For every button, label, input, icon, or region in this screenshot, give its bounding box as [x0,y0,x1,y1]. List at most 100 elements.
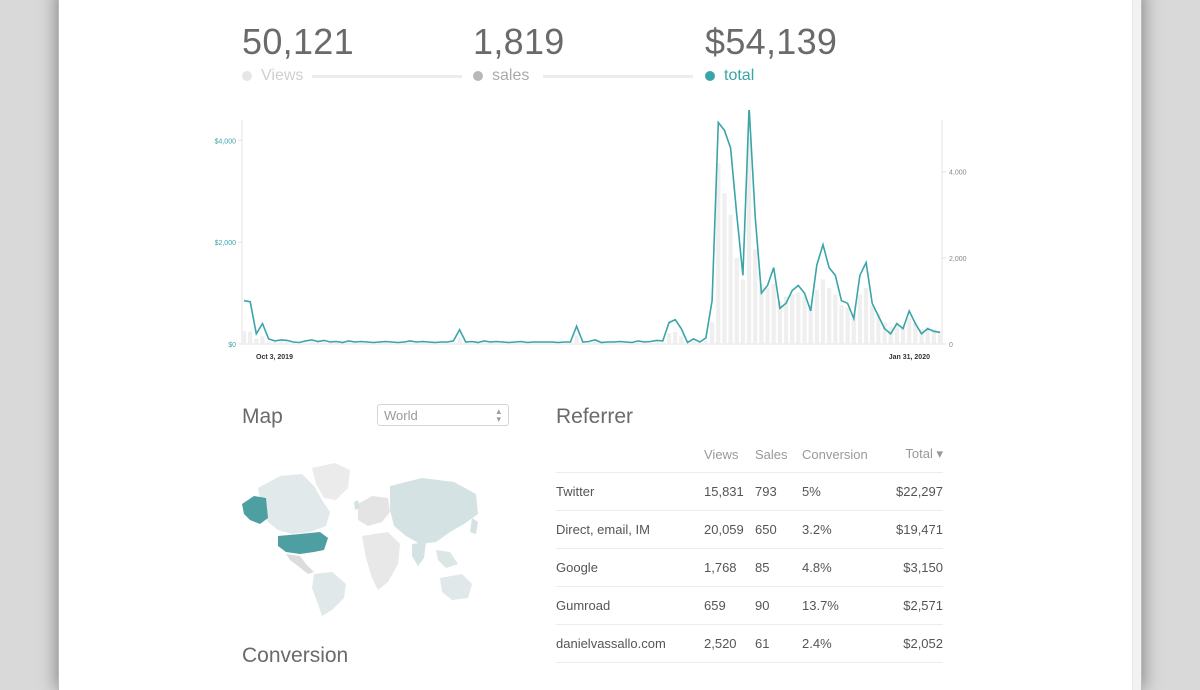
views-bar [278,341,284,344]
views-bar [783,296,789,344]
map-se-asia[interactable] [436,550,458,568]
views-bar [740,279,746,344]
views-bar [272,342,277,344]
views-bar [611,342,616,344]
referrer-name: Direct, email, IM [556,510,704,549]
views-bar [857,294,863,344]
referrer-name: danielvassallo.com [556,624,704,663]
views-bar [765,288,770,344]
views-bar [284,342,290,344]
views-bar [759,283,764,344]
views-bar [709,322,715,344]
views-bar [790,294,795,344]
views-bar [315,342,321,344]
views-bar [457,337,462,344]
map-uk[interactable] [354,500,360,510]
stat-sales-label: sales [492,67,530,84]
views-bar [839,305,844,344]
views-bar [414,342,419,344]
views-bar [734,257,739,344]
views-bar [254,338,259,344]
col-views[interactable]: Views [704,436,755,473]
views-bar [870,305,875,344]
table-row[interactable]: Google 1,768 85 4.8% $3,150 [556,548,943,587]
referrer-total: $22,297 [882,472,943,511]
region-select[interactable]: World ▴ ▾ [377,404,509,426]
table-row[interactable]: Gumroad 659 90 13.7% $2,571 [556,586,943,625]
sales-dot-icon [473,71,483,81]
stat-sales-value: 1,819 [473,21,565,62]
stat-total[interactable]: $54,139 total [705,22,837,86]
revenue-chart[interactable]: $4,000 $2,000 $0 4,000 2,000 0 Oct 3, 2019 J… [200,110,980,370]
views-bar [321,342,327,344]
views-bar [666,333,672,344]
views-bar [673,331,678,344]
views-bar [482,342,487,344]
region-select-value: World [384,408,418,423]
left-tick-label: $0 [228,342,236,349]
views-bar [617,342,622,344]
views-bar [352,342,358,344]
table-row[interactable]: danielvassallo.com 2,520 61 2.4% $2,052 [556,624,943,663]
map-japan[interactable] [470,518,478,534]
views-bar [512,342,518,344]
table-row[interactable]: Twitter 15,831 793 5% $22,297 [556,472,943,511]
views-bar [648,342,653,344]
views-bar [291,342,296,344]
referrer-views: 20,059 [704,510,755,549]
views-bar [383,342,388,344]
views-bar [346,342,351,344]
views-bar [506,343,511,344]
referrer-conversion: 4.8% [802,548,882,587]
stat-views[interactable]: 50,121 Views [242,22,463,86]
map-india[interactable] [412,542,426,566]
views-bar [438,342,444,344]
map-mexico[interactable] [286,554,314,574]
views-bar [876,313,881,344]
col-conversion[interactable]: Conversion [802,436,882,473]
referrer-total: $19,471 [882,510,943,549]
views-bar [395,343,401,344]
map-africa[interactable] [362,532,400,590]
col-sales[interactable]: Sales [755,436,802,473]
views-bar [931,328,936,344]
map-title: Map [242,405,283,428]
stat-sales-line [543,74,694,78]
map-usa[interactable] [278,532,328,554]
world-map[interactable] [240,460,485,620]
map-south-america[interactable] [312,572,346,616]
views-bar [605,342,610,344]
views-bar [599,343,604,344]
views-bar [402,342,407,344]
total-dot-icon [705,71,715,81]
right-tick-label: 4,000 [949,170,967,177]
table-row[interactable]: Direct, email, IM 20,059 650 3.2% $19,471 [556,510,943,549]
views-bar [562,342,567,344]
views-bar [549,342,555,344]
referrer-name: Twitter [556,472,704,511]
stat-sales[interactable]: 1,819 sales [473,21,694,86]
views-bar [845,307,850,344]
total-series-line [243,110,941,344]
select-arrows-icon: ▴ ▾ [496,406,501,424]
map-alaska[interactable] [242,496,268,524]
views-bar [919,328,924,344]
referrer-views: 2,520 [704,624,755,663]
referrer-name: Gumroad [556,586,704,625]
scrollbar[interactable] [1132,0,1141,690]
views-bar [826,288,832,344]
views-bar [358,342,364,344]
views-bar [636,342,641,344]
views-bar [475,343,481,344]
views-bar [697,342,702,344]
views-bar [469,342,475,344]
map-australia[interactable] [440,574,472,600]
map-europe[interactable] [358,496,390,526]
map-canada[interactable] [258,474,330,534]
referrer-views: 15,831 [704,472,755,511]
col-total[interactable]: Total ▾ [882,436,943,473]
views-bar [728,214,733,344]
views-bar [241,331,247,344]
map-greenland[interactable] [312,463,350,500]
map-asia[interactable] [390,478,478,544]
